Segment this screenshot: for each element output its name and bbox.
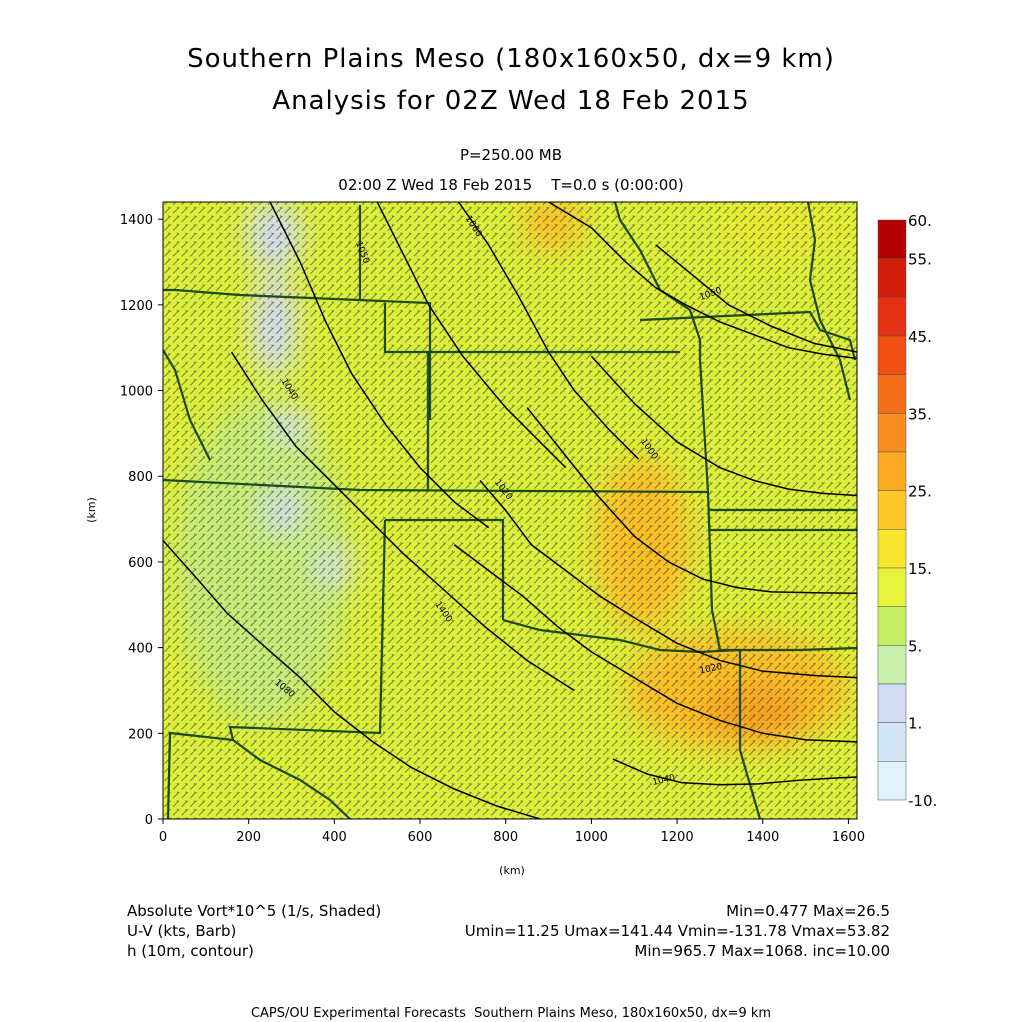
- plot-frame: [162, 201, 858, 820]
- y-tick-label-3: 600: [128, 556, 153, 571]
- colorbar-swatch-10: [877, 606, 907, 646]
- colorbar-label-2: 45.: [908, 328, 932, 346]
- ar-border: [708, 508, 857, 532]
- footer-credit: CAPS/OU Experimental Forecasts Southern …: [250, 1006, 772, 1021]
- x-tick-label-2: 400: [322, 830, 347, 845]
- height-contour-2: [457, 202, 640, 460]
- rio-grande: [232, 739, 351, 819]
- height-contour-5: [590, 355, 857, 497]
- valid-time: 02:00 Z Wed 18 Feb 2015 T=0.0 s (0:00:00…: [338, 176, 684, 194]
- colorbar-label-1: 55.: [908, 251, 932, 269]
- height-contour-9: [230, 351, 575, 692]
- y-tick-label-0: 0: [145, 813, 153, 828]
- x-tick-label-8: 1600: [832, 830, 865, 845]
- height-contour-4: [548, 202, 857, 360]
- x-axis-label: (km): [499, 864, 525, 877]
- x-tick-label-3: 600: [408, 830, 433, 845]
- colorbar-swatch-0: [877, 219, 907, 259]
- colorbar-swatch-12: [877, 683, 907, 723]
- colorbar-swatch-9: [877, 567, 907, 607]
- colorbar-label-0: 60.: [908, 212, 932, 230]
- pressure-level: P=250.00 MB: [459, 146, 563, 164]
- colorbar-swatch-11: [877, 645, 907, 685]
- colorbar-label-4: 25.: [908, 483, 932, 501]
- height-contour-10: [163, 539, 541, 819]
- y-tick-label-7: 1400: [120, 213, 153, 228]
- ia-border: [639, 310, 857, 361]
- colorbar-label-3: 35.: [908, 405, 932, 423]
- state-border-ks: [426, 352, 710, 493]
- legend-wind-label: U-V (kts, Barb): [127, 922, 237, 940]
- y-axis-label: (km): [85, 497, 98, 523]
- height-contour-7: [479, 480, 857, 679]
- la-border: [740, 646, 857, 652]
- state-border-ok: [166, 518, 505, 819]
- state-border-ks-north: [163, 288, 432, 420]
- colorbar-swatch-3: [877, 335, 907, 375]
- colorbar-swatch-6: [877, 451, 907, 491]
- x-tick-label-4: 800: [493, 830, 518, 845]
- colorbar-swatch-13: [877, 722, 907, 762]
- x-tick-label-6: 1200: [661, 830, 694, 845]
- colorbar-swatch-14: [877, 761, 907, 801]
- nm-border: [163, 349, 211, 461]
- height-contour-8: [453, 544, 857, 743]
- colorbar-label-7: 1.: [908, 715, 922, 733]
- legend-vort-range: Min=0.477 Max=26.5: [726, 902, 890, 920]
- x-tick-label-7: 1400: [746, 830, 779, 845]
- legend-height-label: h (10m, contour): [127, 942, 254, 960]
- height-contour-6: [526, 407, 857, 594]
- y-tick-label-6: 1200: [120, 299, 153, 314]
- colorbar-label-8: -10.: [908, 792, 937, 810]
- colorbar-swatch-1: [877, 258, 907, 298]
- height-contour-0: [269, 202, 490, 529]
- legend-wind-range: Umin=11.25 Umax=141.44 Vmin=-131.78 Vmax…: [464, 922, 890, 940]
- x-tick-label-0: 0: [159, 830, 167, 845]
- colorbar-swatch-5: [877, 413, 907, 453]
- contour-label-9: 1040: [652, 773, 677, 788]
- height-contour-3: [655, 244, 857, 353]
- contour-label-8: 1020: [699, 662, 724, 677]
- chart-subtitle: Analysis for 02Z Wed 18 Feb 2015: [272, 86, 750, 116]
- colorbar-swatch-7: [877, 490, 907, 530]
- height-contour-1: [376, 202, 567, 469]
- height-contour-11: [612, 758, 857, 786]
- y-tick-label-1: 200: [128, 727, 153, 742]
- y-tick-label-5: 1000: [120, 385, 153, 400]
- x-tick-label-5: 1000: [575, 830, 608, 845]
- colorbar-label-5: 15.: [908, 560, 932, 578]
- colorbar-swatch-8: [877, 529, 907, 569]
- colorbar-label-6: 5.: [908, 637, 922, 655]
- colorbar-swatch-2: [877, 297, 907, 337]
- colorbar-swatch-4: [877, 374, 907, 414]
- chart-title: Southern Plains Meso (180x160x50, dx=9 k…: [187, 44, 835, 74]
- y-tick-label-2: 400: [128, 642, 153, 657]
- legend-vort-label: Absolute Vort*10^5 (1/s, Shaded): [127, 902, 382, 920]
- y-tick-label-4: 800: [128, 470, 153, 485]
- x-tick-label-1: 200: [236, 830, 261, 845]
- legend-height-range: Min=965.7 Max=1068. inc=10.00: [634, 942, 890, 960]
- state-border-ne: [358, 205, 680, 354]
- state-border-co-east: [163, 478, 709, 494]
- il-border: [806, 202, 852, 401]
